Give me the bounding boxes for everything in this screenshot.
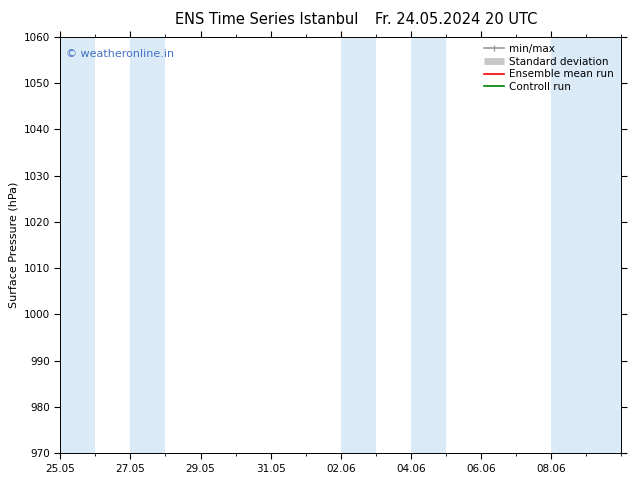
Bar — [131, 37, 165, 453]
Y-axis label: Surface Pressure (hPa): Surface Pressure (hPa) — [8, 182, 18, 308]
Text: © weatheronline.in: © weatheronline.in — [66, 49, 174, 59]
Legend: min/max, Standard deviation, Ensemble mean run, Controll run: min/max, Standard deviation, Ensemble me… — [484, 44, 613, 92]
Bar — [341, 37, 376, 453]
Bar — [551, 37, 621, 453]
Text: ENS Time Series Istanbul: ENS Time Series Istanbul — [174, 12, 358, 27]
Bar — [60, 37, 95, 453]
Text: Fr. 24.05.2024 20 UTC: Fr. 24.05.2024 20 UTC — [375, 12, 538, 27]
Bar — [411, 37, 446, 453]
